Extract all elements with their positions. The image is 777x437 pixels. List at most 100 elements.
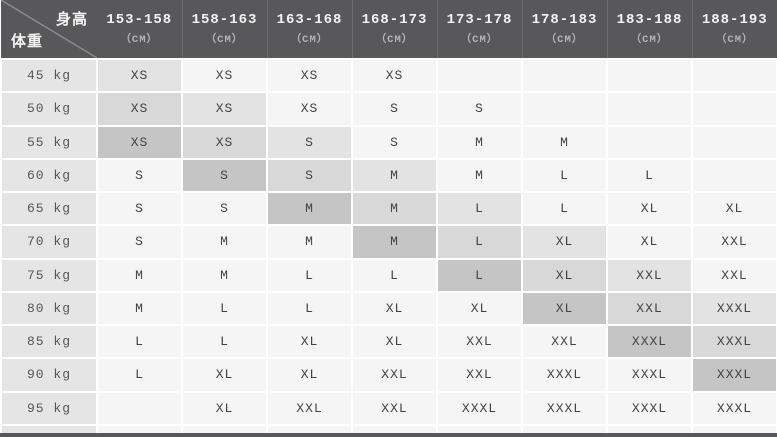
- table-row: 90 kg L XL XL XXL XXL XXXL XXXL XXXL: [0, 357, 777, 393]
- size-cell: M: [351, 224, 438, 260]
- height-column-header: 173-178 （CM）: [436, 0, 522, 59]
- table-row: 55 kg XS XS S S M M: [0, 124, 777, 160]
- size-cell: S: [181, 157, 268, 194]
- weight-row-label: 90 kg: [0, 357, 98, 393]
- weight-row-label: 50 kg: [0, 91, 98, 127]
- size-cell: XL: [521, 224, 608, 260]
- size-cell: M: [96, 257, 183, 293]
- size-cell: XXL: [266, 390, 353, 426]
- size-cell: [691, 91, 777, 127]
- size-cell: XS: [181, 57, 268, 94]
- column-axis-label: 身高: [55, 12, 88, 29]
- size-cell: XXXL: [691, 390, 777, 426]
- size-cell: XXL: [436, 357, 523, 393]
- size-cell: L: [521, 157, 608, 194]
- size-cell: XXXL: [436, 390, 523, 426]
- corner-header-cell: 身高 体重: [1, 0, 97, 59]
- size-cell: XL: [266, 357, 353, 393]
- diagonal-divider-line: [1, 0, 97, 58]
- size-cell: M: [181, 257, 268, 293]
- size-cell: XS: [266, 91, 353, 127]
- unit-label: （CM）: [630, 34, 669, 47]
- size-cell: [521, 91, 608, 127]
- header-row: 身高 体重 153-158 （CM） 158-163 （CM） 163-168 （CM…: [1, 0, 777, 59]
- unit-label: （CM）: [460, 34, 499, 47]
- size-cell: XL: [521, 257, 608, 293]
- size-cell: XXL: [606, 257, 693, 293]
- size-cell: XL: [606, 190, 693, 227]
- size-cell: L: [266, 290, 353, 327]
- height-column-header: 168-173 （CM）: [351, 0, 437, 59]
- size-cell: L: [96, 357, 183, 393]
- table-row: 80 kg M L L XL XL XL XXL XXXL: [0, 290, 777, 327]
- size-cell: S: [96, 157, 183, 194]
- size-cell: XS: [351, 57, 438, 94]
- size-cell: M: [266, 190, 353, 227]
- size-cell: [606, 91, 693, 127]
- table-row: 50 kg XS XS XS S S: [0, 91, 777, 127]
- size-cell: [691, 57, 777, 94]
- size-cell: XS: [181, 124, 268, 160]
- size-cell: XXXL: [606, 390, 693, 426]
- size-cell: XXXL: [691, 290, 777, 327]
- height-range: 178-183: [531, 11, 598, 28]
- height-column-header: 183-188 （CM）: [606, 0, 692, 59]
- size-cell: XXL: [606, 290, 693, 327]
- height-range: 153-158: [106, 11, 173, 28]
- size-cell: L: [436, 257, 523, 293]
- size-cell: XXXL: [521, 357, 608, 393]
- weight-row-label: 95 kg: [0, 390, 98, 426]
- size-cell: XS: [96, 124, 183, 160]
- size-cell: M: [266, 224, 353, 260]
- size-cell: S: [266, 157, 353, 194]
- bottom-accent-bar: [0, 433, 777, 437]
- unit-label: （CM）: [205, 34, 244, 47]
- height-range: 168-173: [361, 11, 428, 28]
- size-cell: XS: [96, 91, 183, 127]
- size-cell: L: [521, 190, 608, 227]
- unit-label: （CM）: [120, 34, 159, 47]
- size-cell: XXXL: [521, 390, 608, 426]
- size-cell: XXL: [691, 257, 777, 293]
- size-cell: XL: [266, 323, 353, 360]
- weight-row-label: 45 kg: [0, 57, 98, 94]
- size-cell: [606, 57, 693, 94]
- height-column-header: 178-183 （CM）: [521, 0, 607, 59]
- size-cell: [436, 57, 523, 94]
- size-cell: XXL: [351, 357, 438, 393]
- size-cell: XXL: [351, 390, 438, 426]
- unit-label: （CM）: [545, 34, 584, 47]
- size-cell: XL: [521, 290, 608, 327]
- size-cell: XXXL: [691, 323, 777, 360]
- size-cell: XL: [351, 323, 438, 360]
- size-cell: XL: [181, 357, 268, 393]
- table-row: 65 kg S S M M L L XL XL: [0, 190, 777, 227]
- table-row: 70 kg S M M M L XL XL XXL: [0, 224, 777, 260]
- height-range: 163-168: [276, 11, 343, 28]
- size-cell: XS: [181, 91, 268, 127]
- weight-row-label: 70 kg: [0, 224, 98, 260]
- height-range: 173-178: [446, 11, 513, 28]
- size-cell: XL: [181, 390, 268, 426]
- size-cell: M: [351, 157, 438, 194]
- height-range: 183-188: [616, 11, 683, 28]
- height-column-header: 158-163 （CM）: [181, 0, 267, 59]
- height-range: 158-163: [191, 11, 258, 28]
- size-cell: L: [181, 323, 268, 360]
- size-cell: L: [351, 257, 438, 293]
- size-cell: M: [351, 190, 438, 227]
- size-cell: M: [436, 124, 523, 160]
- weight-row-label: 60 kg: [0, 157, 98, 194]
- size-cell: [691, 157, 777, 194]
- size-cell: XXL: [691, 224, 777, 260]
- size-cell: M: [521, 124, 608, 160]
- weight-row-label: 80 kg: [0, 290, 98, 327]
- size-cell: L: [436, 190, 523, 227]
- table-row: 75 kg M M L L L XL XXL XXL: [0, 257, 777, 293]
- unit-label: （CM）: [290, 34, 329, 47]
- size-cell: L: [606, 157, 693, 194]
- table-row: 45 kg XS XS XS XS: [0, 57, 777, 94]
- unit-label: （CM）: [375, 34, 414, 47]
